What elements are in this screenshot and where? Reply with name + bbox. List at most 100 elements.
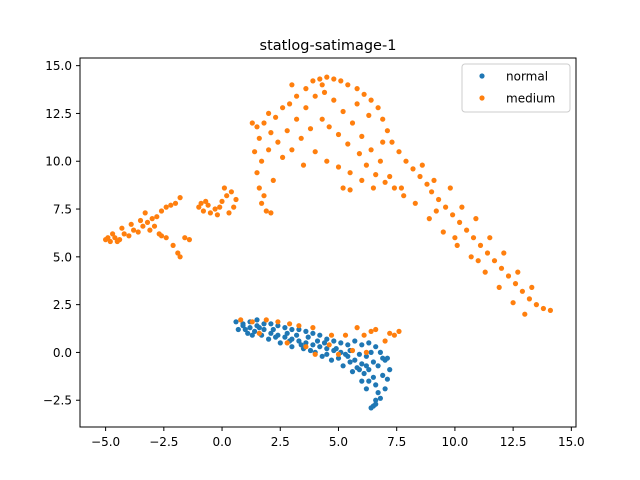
- data-point-medium: [487, 235, 493, 241]
- data-point-medium: [340, 185, 346, 191]
- data-point-medium: [533, 302, 540, 308]
- data-point-medium: [307, 126, 314, 132]
- y-tick-label: 0.0: [53, 346, 72, 360]
- data-point-medium: [224, 193, 230, 199]
- data-point-normal: [380, 355, 386, 361]
- data-point-medium: [310, 78, 316, 84]
- data-point-medium: [287, 321, 293, 327]
- data-point-medium: [256, 135, 262, 141]
- data-point-normal: [277, 340, 283, 346]
- data-point-medium: [284, 128, 290, 134]
- data-point-normal: [342, 351, 349, 357]
- data-point-normal: [275, 323, 281, 329]
- data-point-normal: [233, 319, 239, 325]
- data-point-medium: [266, 110, 272, 116]
- data-point-medium: [356, 151, 362, 157]
- data-point-medium: [510, 300, 516, 306]
- data-point-normal: [382, 386, 388, 392]
- data-point-medium: [303, 86, 309, 92]
- y-axis: −2.5 0.0 2.5 5.0 7.5 10.0 12.5 15.0: [43, 59, 80, 408]
- data-point-normal: [363, 386, 369, 392]
- data-point-medium: [261, 193, 267, 199]
- data-point-medium: [482, 269, 488, 275]
- data-point-medium: [149, 216, 155, 222]
- data-point-medium: [349, 120, 356, 126]
- legend-label-medium: medium: [506, 92, 555, 106]
- legend-marker-normal: [479, 73, 485, 79]
- data-point-medium: [359, 133, 365, 139]
- data-point-medium: [326, 342, 332, 348]
- data-point-medium: [396, 328, 402, 334]
- data-point-normal: [296, 338, 302, 344]
- data-point-medium: [273, 114, 279, 120]
- data-point-medium: [226, 210, 232, 216]
- data-point-medium: [280, 105, 286, 111]
- data-point-medium: [340, 108, 346, 115]
- data-point-normal: [321, 340, 328, 346]
- data-point-normal: [296, 326, 302, 333]
- data-point-normal: [373, 397, 379, 403]
- data-point-normal: [340, 363, 346, 369]
- data-point-medium: [505, 273, 512, 279]
- data-point-medium: [368, 97, 374, 103]
- data-point-medium: [373, 326, 379, 333]
- data-point-normal: [314, 338, 321, 344]
- data-point-medium: [457, 219, 463, 225]
- data-point-medium: [228, 189, 234, 195]
- data-point-normal: [366, 378, 372, 384]
- y-tick-label: 12.5: [45, 107, 72, 121]
- data-point-medium: [477, 242, 484, 248]
- data-point-normal: [359, 361, 365, 367]
- data-point-medium: [368, 328, 374, 334]
- data-point-normal: [282, 334, 288, 340]
- data-point-medium: [424, 181, 430, 187]
- data-point-medium: [131, 227, 137, 233]
- data-point-medium: [263, 317, 269, 323]
- data-point-medium: [440, 229, 446, 235]
- data-point-medium: [303, 105, 309, 111]
- data-point-normal: [359, 342, 365, 348]
- data-point-medium: [363, 349, 369, 355]
- data-point-medium: [231, 204, 237, 210]
- y-tick-label: −2.5: [43, 394, 72, 408]
- data-point-medium: [361, 91, 367, 97]
- data-point-medium: [459, 204, 465, 210]
- data-point-medium: [319, 116, 325, 122]
- data-point-medium: [354, 325, 360, 331]
- data-point-medium: [126, 233, 132, 239]
- data-point-medium: [298, 135, 304, 141]
- data-point-medium: [540, 305, 547, 312]
- data-point-medium: [522, 311, 528, 317]
- data-point-normal: [373, 344, 379, 350]
- data-point-medium: [254, 124, 260, 130]
- data-point-medium: [158, 233, 165, 239]
- data-point-normal: [317, 332, 323, 338]
- data-point-normal: [363, 363, 369, 369]
- data-point-medium: [266, 147, 272, 153]
- data-point-medium: [154, 214, 160, 220]
- data-point-normal: [317, 344, 323, 350]
- data-point-medium: [431, 177, 437, 183]
- data-point-medium: [382, 179, 388, 185]
- data-point-medium: [275, 319, 281, 325]
- data-point-medium: [377, 158, 383, 164]
- data-point-normal: [235, 326, 241, 333]
- data-point-medium: [296, 323, 302, 329]
- data-point-medium: [454, 242, 460, 248]
- data-point-medium: [207, 210, 213, 216]
- data-point-medium: [177, 254, 183, 260]
- data-point-medium: [387, 173, 393, 180]
- data-point-normal: [305, 334, 311, 340]
- data-point-medium: [300, 162, 307, 168]
- data-point-normal: [310, 342, 316, 348]
- data-point-normal: [373, 401, 379, 407]
- data-point-medium: [389, 139, 395, 145]
- data-point-medium: [284, 340, 290, 346]
- y-tick-label: 7.5: [53, 203, 72, 217]
- y-tick-label: 15.0: [45, 59, 72, 73]
- data-point-medium: [294, 116, 300, 122]
- data-point-medium: [366, 112, 372, 118]
- data-point-normal: [375, 390, 381, 396]
- x-tick-label: 12.5: [500, 435, 527, 449]
- data-point-medium: [177, 195, 183, 201]
